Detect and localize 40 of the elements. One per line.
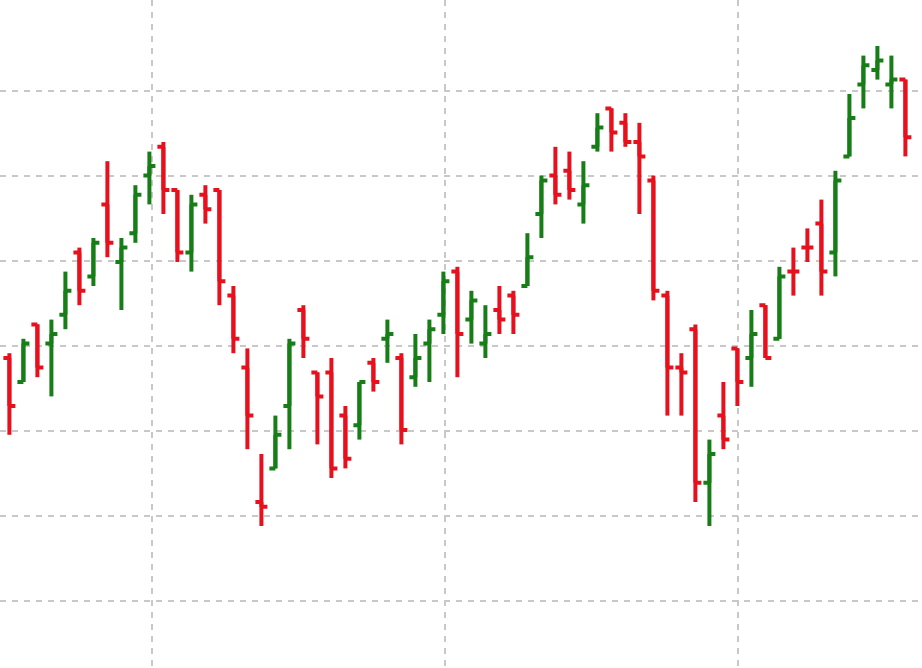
- candlestick: [189, 192, 194, 274]
- candlestick: [35, 322, 40, 380]
- candlestick: [903, 77, 908, 159]
- candlestick: [651, 173, 656, 303]
- candlestick: [693, 322, 698, 504]
- candlestick: [735, 346, 740, 408]
- candlestick: [749, 308, 754, 389]
- candlestick: [91, 236, 96, 288]
- candlestick: [777, 264, 782, 341]
- candlestick: [175, 188, 180, 264]
- candlestick: [105, 159, 110, 260]
- candlestick: [315, 370, 320, 447]
- candlestick: [847, 92, 852, 159]
- candlestick: [665, 288, 670, 418]
- candlestick: [343, 404, 348, 471]
- candlestick: [609, 106, 614, 154]
- candlestick: [273, 413, 278, 471]
- candlestick: [441, 269, 446, 336]
- candlestick: [357, 380, 362, 442]
- candlestick: [217, 188, 222, 308]
- candlestick: [133, 183, 138, 245]
- candlestick: [833, 168, 838, 279]
- candlestick: [7, 351, 12, 437]
- candlestick: [455, 264, 460, 380]
- candlestick: [21, 336, 26, 384]
- candlestick: [77, 245, 82, 308]
- candlestick: [329, 356, 334, 480]
- candlestick: [161, 140, 166, 216]
- candlestick: [763, 303, 768, 360]
- candlestick: [287, 336, 292, 452]
- candlestick: [245, 346, 250, 452]
- candlestick: [819, 197, 824, 298]
- candlestick: [721, 380, 726, 452]
- candlestick: [231, 284, 236, 356]
- candlestick: [707, 437, 712, 528]
- candlestick: [399, 351, 404, 447]
- candlestick: [539, 173, 544, 240]
- candlestick: [63, 269, 68, 332]
- candlestick: [525, 231, 530, 288]
- candlestick: [301, 303, 306, 360]
